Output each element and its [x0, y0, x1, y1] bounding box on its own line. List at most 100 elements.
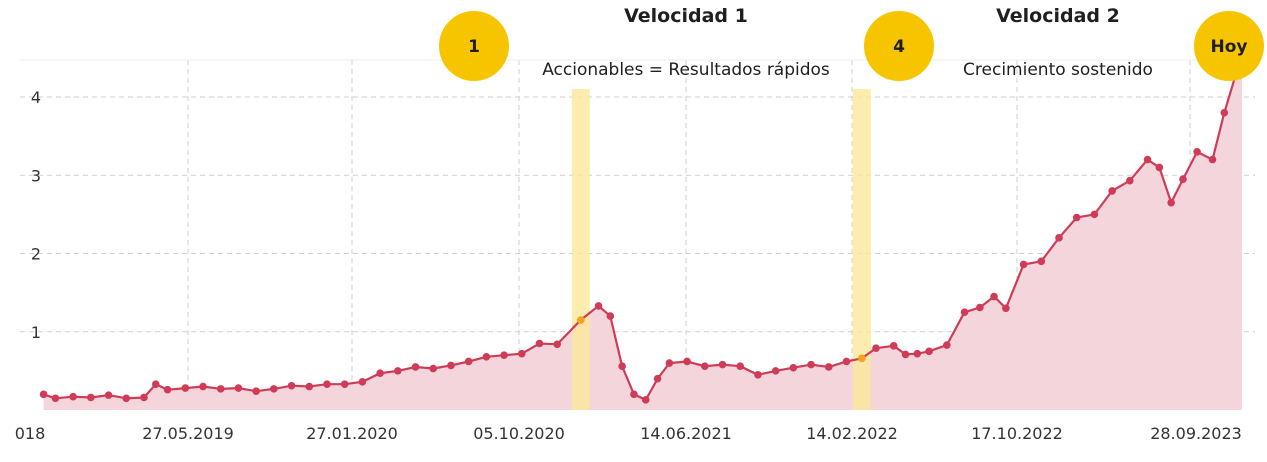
- badge-label-1: 1: [468, 37, 480, 57]
- data-point: [641, 396, 650, 404]
- data-point: [807, 360, 815, 369]
- highlight-band-4: [852, 89, 871, 410]
- highlight-band-1: [571, 89, 590, 410]
- data-point: [1126, 176, 1134, 185]
- data-point: [411, 363, 420, 371]
- data-point: [1167, 198, 1175, 207]
- y-tick-label: 3: [31, 166, 41, 185]
- data-point: [87, 393, 95, 402]
- data-point: [718, 360, 727, 369]
- data-point: [252, 387, 260, 396]
- data-point: [594, 302, 603, 310]
- data-point: [976, 303, 984, 312]
- data-point: [216, 385, 225, 393]
- x-tick-label: 14.06.2021: [640, 424, 732, 443]
- badge-label-hoy: Hoy: [1211, 37, 1248, 57]
- data-point: [990, 292, 998, 301]
- data-point: [943, 341, 951, 349]
- data-point: [358, 378, 367, 386]
- data-point: [901, 350, 910, 359]
- data-point: [270, 385, 278, 393]
- x-tick-label: 05.10.2020: [473, 424, 565, 443]
- badge-1: 1: [439, 11, 509, 81]
- data-point: [700, 362, 709, 370]
- data-point: [553, 340, 562, 349]
- data-point: [140, 393, 148, 402]
- data-point: [872, 344, 880, 352]
- data-point: [181, 384, 190, 392]
- data-point: [122, 394, 131, 403]
- data-point: [500, 351, 508, 360]
- data-point: [1090, 210, 1099, 219]
- data-point: [1055, 234, 1063, 242]
- data-point: [151, 380, 160, 388]
- x-axis: 018 27.05.2019 27.01.2020 05.10.2020 14.06.2…: [15, 424, 1242, 443]
- phase-title-2: Velocidad 2: [996, 5, 1120, 27]
- data-point: [824, 363, 833, 371]
- data-point: [1220, 108, 1229, 117]
- data-point: [577, 316, 585, 324]
- data-point: [1072, 213, 1081, 222]
- data-point: [754, 370, 762, 379]
- data-point: [913, 349, 922, 358]
- phase-subtitle-2: Crecimiento sostenido: [963, 60, 1153, 80]
- phase-subtitle-1: Accionables = Resultados rápidos: [542, 60, 830, 80]
- data-point: [736, 362, 745, 370]
- data-point: [287, 381, 296, 390]
- x-tick-label: 018: [15, 424, 46, 443]
- data-point: [535, 339, 544, 348]
- data-point: [1208, 155, 1217, 164]
- data-point: [305, 382, 314, 391]
- data-point: [69, 392, 77, 401]
- data-point: [1019, 260, 1028, 269]
- data-point: [606, 312, 615, 320]
- data-point: [464, 357, 473, 366]
- x-tick-label: 27.05.2019: [142, 424, 234, 443]
- x-tick-label: 27.01.2020: [306, 424, 398, 443]
- y-tick-label: 2: [31, 245, 41, 264]
- data-point: [51, 394, 60, 403]
- x-tick-label: 14.02.2022: [806, 424, 898, 443]
- highlight-bands: [571, 89, 871, 410]
- data-point: [1193, 147, 1201, 156]
- data-point: [789, 363, 798, 372]
- data-point: [1155, 163, 1164, 172]
- y-tick-label: 4: [31, 88, 41, 107]
- data-point: [665, 359, 674, 367]
- y-axis: 1 2 3 4: [31, 88, 41, 342]
- data-point: [376, 369, 384, 378]
- data-point: [517, 349, 526, 358]
- badge-4: 4: [864, 11, 934, 81]
- data-point: [1143, 155, 1152, 164]
- x-tick-label: 28.09.2023: [1150, 424, 1242, 443]
- data-point: [1002, 304, 1010, 313]
- data-point: [1179, 175, 1187, 183]
- data-point: [618, 362, 626, 370]
- badge-circle-1: [439, 11, 509, 81]
- data-point: [889, 342, 898, 350]
- data-point: [653, 374, 662, 383]
- data-point: [925, 347, 933, 356]
- data-point: [340, 380, 349, 388]
- data-point: [163, 385, 172, 394]
- data-point: [630, 390, 638, 399]
- badge-hoy: Hoy: [1194, 11, 1264, 81]
- area-fill: [43, 69, 1243, 410]
- badge-circle-4: [864, 11, 934, 81]
- badge-label-4: 4: [893, 37, 905, 57]
- phase-title-1: Velocidad 1: [624, 5, 748, 27]
- data-point: [858, 354, 866, 363]
- data-point: [39, 390, 48, 399]
- data-point: [960, 308, 969, 316]
- data-point: [429, 364, 438, 373]
- data-point: [1037, 257, 1046, 266]
- data-point: [482, 352, 491, 361]
- data-point: [199, 382, 207, 391]
- data-point: [234, 384, 243, 392]
- data-point: [1108, 187, 1116, 195]
- data-point: [771, 367, 780, 375]
- data-point: [104, 391, 113, 399]
- x-tick-label: 17.10.2022: [971, 424, 1063, 443]
- data-point: [842, 357, 851, 366]
